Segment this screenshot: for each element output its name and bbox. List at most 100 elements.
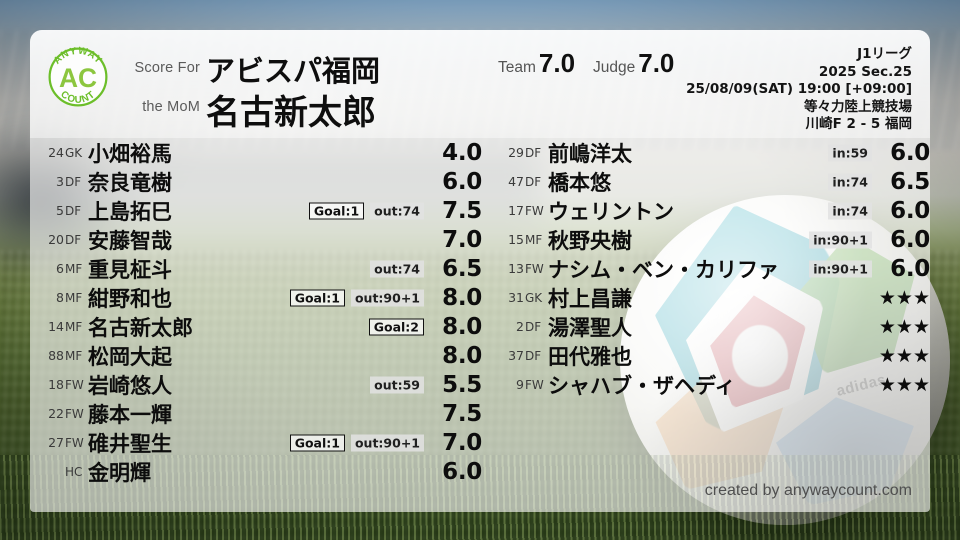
player-row[interactable]: 17 FW ウェリントン in:74 6.0 (490, 196, 930, 225)
substitution-badge: out:59 (370, 376, 424, 393)
player-position: FW (65, 406, 84, 421)
judge-score-label: Judge (593, 59, 636, 76)
player-rating-unrated: ★★★ (878, 373, 930, 396)
player-name: シャハブ・ザヘディ (548, 373, 736, 398)
player-position: MF (65, 290, 83, 305)
player-event-badges: in:90+1 (809, 260, 872, 277)
player-row[interactable]: 2 DF 湯澤聖人 ★★★ (490, 312, 930, 341)
player-event-badges: in:59 (828, 144, 872, 161)
credit-text: created by anywaycount.com (704, 482, 912, 499)
card-header: ANYWAY COUNT AC Score For アビスパ福岡 the MoM… (30, 30, 930, 138)
player-row[interactable]: 29 DF 前嶋洋太 in:59 6.0 (490, 138, 930, 167)
player-event-badges: in:74 (828, 202, 872, 219)
player-number: 15 (508, 232, 524, 247)
man-of-the-match-label: the MoM (142, 99, 200, 115)
player-row[interactable]: 47 DF 橋本悠 in:74 6.5 (490, 167, 930, 196)
man-of-the-match-name: 名古新太郎 (206, 93, 376, 133)
player-position: HC (65, 464, 83, 479)
player-name: 名古新太郎 (88, 315, 193, 340)
player-name: 紺野和也 (88, 286, 172, 311)
goal-badge: Goal:2 (368, 318, 424, 335)
substitutes-list: 29 DF 前嶋洋太 in:59 6.0 47 DF 橋本悠 in:74 6.5 17 FW ウェリント… (490, 138, 930, 399)
player-position: MF (525, 232, 543, 247)
player-name: 安藤智哉 (88, 228, 172, 253)
player-row[interactable]: 8 MF 紺野和也 Goal:1 out:90+1 8.0 (30, 283, 482, 312)
player-rating: 8.0 (442, 342, 482, 369)
player-number: 8 (56, 290, 64, 305)
goal-badge: Goal:1 (308, 202, 365, 219)
player-row[interactable]: 20 DF 安藤智哉 7.0 (30, 225, 482, 254)
player-number: 17 (508, 203, 524, 218)
substitution-badge: in:59 (828, 144, 872, 161)
player-rating: 5.5 (442, 371, 482, 398)
goal-badge: Goal:1 (289, 434, 345, 451)
player-event-badges: in:90+1 (809, 231, 872, 248)
match-result: 川崎F 2 - 5 福岡 (805, 116, 912, 132)
starters-list: 24 GK 小畑裕馬 4.0 3 DF 奈良竜樹 6.0 5 DF 上島拓巳 Goal:1 out:74… (30, 138, 482, 486)
player-event-badges: Goal:1 out:90+1 (289, 289, 424, 306)
player-position: DF (65, 174, 82, 189)
match-league: J1リーグ (857, 46, 912, 62)
player-event-badges: out:74 (370, 260, 424, 277)
player-position: MF (65, 261, 83, 276)
player-name: 前嶋洋太 (548, 141, 632, 166)
svg-text:COUNT: COUNT (58, 89, 97, 106)
player-row[interactable]: 14 MF 名古新太郎 Goal:2 8.0 (30, 312, 482, 341)
player-row[interactable]: 6 MF 重見柾斗 out:74 6.5 (30, 254, 482, 283)
player-number: 47 (508, 174, 524, 189)
player-row[interactable]: 31 GK 村上昌謙 ★★★ (490, 283, 930, 312)
player-row[interactable]: 5 DF 上島拓巳 Goal:1 out:74 7.5 (30, 196, 482, 225)
player-number: 6 (56, 261, 64, 276)
player-rating-unrated: ★★★ (878, 344, 930, 367)
player-name: 金明輝 (88, 460, 151, 485)
player-name: 田代雅也 (548, 344, 632, 369)
player-row[interactable]: 9 FW シャハブ・ザヘディ ★★★ (490, 370, 930, 399)
player-row[interactable]: 3 DF 奈良竜樹 6.0 (30, 167, 482, 196)
player-name: 湯澤聖人 (548, 315, 632, 340)
team-score: Team 7.0 (498, 48, 575, 79)
player-rating-unrated: ★★★ (878, 315, 930, 338)
player-number: 29 (508, 145, 524, 160)
player-rating: 8.0 (442, 313, 482, 340)
player-name: 小畑裕馬 (88, 141, 172, 166)
anywaycount-logo-icon[interactable]: ANYWAY COUNT AC (45, 44, 111, 110)
player-rating: 6.0 (442, 458, 482, 485)
player-position: DF (65, 232, 82, 247)
player-name: 岩崎悠人 (88, 373, 172, 398)
match-season: 2025 Sec.25 (818, 63, 912, 80)
svg-text:AC: AC (59, 63, 97, 93)
ratings-card: ANYWAY COUNT AC Score For アビスパ福岡 the MoM… (30, 30, 930, 512)
player-rating: 7.0 (442, 429, 482, 456)
player-position: DF (525, 319, 542, 334)
substitution-badge: out:74 (370, 202, 424, 219)
substitution-badge: out:90+1 (350, 434, 424, 451)
player-row[interactable]: 22 FW 藤本一輝 7.5 (30, 399, 482, 428)
player-position: MF (65, 348, 83, 363)
player-name: 碓井聖生 (88, 431, 172, 456)
match-datetime: 25/08/09(SAT) 19:00 [+09:00] (686, 81, 912, 97)
player-row[interactable]: HC 金明輝 6.0 (30, 457, 482, 486)
player-rating: 6.5 (890, 168, 930, 195)
player-name: 奈良竜樹 (88, 170, 172, 195)
player-name: 重見柾斗 (88, 257, 172, 282)
player-number: 22 (48, 406, 64, 421)
player-number: 9 (516, 377, 524, 392)
judge-score-value: 7.0 (638, 48, 675, 78)
player-row[interactable]: 24 GK 小畑裕馬 4.0 (30, 138, 482, 167)
player-row[interactable]: 27 FW 碓井聖生 Goal:1 out:90+1 7.0 (30, 428, 482, 457)
player-rating: 6.0 (890, 197, 930, 224)
player-event-badges: in:74 (828, 173, 872, 190)
substitution-badge: in:90+1 (809, 260, 872, 277)
player-position: DF (525, 348, 542, 363)
player-event-badges: out:59 (370, 376, 424, 393)
player-row[interactable]: 13 FW ナシム・ベン・カリファ in:90+1 6.0 (490, 254, 930, 283)
player-rating: 4.0 (442, 139, 482, 166)
player-rating-unrated: ★★★ (878, 286, 930, 309)
team-name: アビスパ福岡 (206, 54, 381, 88)
player-number: 24 (48, 145, 64, 160)
player-name: ウェリントン (548, 199, 674, 224)
player-row[interactable]: 18 FW 岩崎悠人 out:59 5.5 (30, 370, 482, 399)
player-row[interactable]: 88 MF 松岡大起 8.0 (30, 341, 482, 370)
player-row[interactable]: 37 DF 田代雅也 ★★★ (490, 341, 930, 370)
player-row[interactable]: 15 MF 秋野央樹 in:90+1 6.0 (490, 225, 930, 254)
